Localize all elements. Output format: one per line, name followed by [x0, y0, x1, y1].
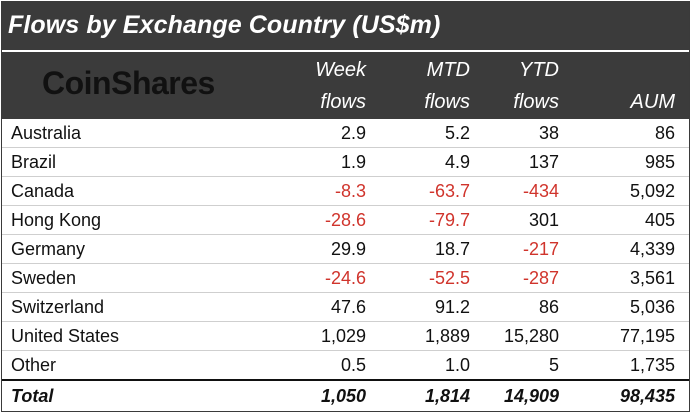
ytd-flow: -434: [522, 181, 559, 201]
ytd-flow: 86: [538, 297, 559, 317]
header-mtd-line2: flows: [424, 91, 470, 113]
total-mtd-flow: 1,814: [424, 386, 470, 406]
total-label: Total: [11, 386, 54, 406]
aum-value: 5,036: [629, 297, 675, 317]
country-name: Germany: [11, 239, 86, 259]
aum-value: 405: [644, 210, 675, 230]
table-row: United States 1,029 1,889 15,280 77,195: [2, 322, 689, 351]
mtd-flow: -63.7: [428, 181, 470, 201]
week-flow: 2.9: [340, 123, 366, 143]
week-flow: 29.9: [330, 239, 366, 259]
table-row: Sweden -24.6 -52.5 -287 3,561: [2, 264, 689, 293]
ytd-flow: 5: [548, 355, 559, 375]
header-mtd-line1: MTD: [426, 59, 470, 81]
country-name: Sweden: [11, 268, 77, 288]
aum-value: 1,735: [629, 355, 675, 375]
aum-value: 985: [644, 152, 675, 172]
header-week-line2: flows: [320, 91, 366, 113]
total-aum: 98,435: [619, 386, 675, 406]
title-bar: Flows by Exchange Country (US$m): [2, 2, 689, 52]
table-row: Brazil 1.9 4.9 137 985: [2, 148, 689, 177]
country-name: Brazil: [11, 152, 57, 172]
country-name: Switzerland: [11, 297, 105, 317]
table-row: Germany 29.9 18.7 -217 4,339: [2, 235, 689, 264]
header-aum: AUM: [630, 91, 675, 113]
week-flow: 47.6: [330, 297, 366, 317]
header-ytd-line1: YTD: [519, 59, 559, 81]
country-name: Canada: [11, 181, 75, 201]
table-title: Flows by Exchange Country (US$m): [8, 11, 441, 39]
aum-value: 77,195: [619, 326, 675, 346]
total-ytd-flow: 14,909: [503, 386, 559, 406]
table-row: Canada -8.3 -63.7 -434 5,092: [2, 177, 689, 206]
country-name: United States: [11, 326, 120, 346]
ytd-flow: 137: [528, 152, 559, 172]
mtd-flow: 4.9: [444, 152, 470, 172]
ytd-flow: 38: [538, 123, 559, 143]
table-row: Other 0.5 1.0 5 1,735: [2, 351, 689, 380]
mtd-flow: 91.2: [434, 297, 470, 317]
country-name: Australia: [11, 123, 82, 143]
total-week-flow: 1,050: [320, 386, 366, 406]
week-flow: 0.5: [340, 355, 366, 375]
ytd-flow: -287: [522, 268, 559, 288]
week-flow: 1.9: [340, 152, 366, 172]
column-header-bar: CoinShares Week flows MTD flows YTD flow…: [2, 52, 689, 119]
week-flow: -24.6: [324, 268, 366, 288]
mtd-flow: -79.7: [428, 210, 470, 230]
country-name: Other: [11, 355, 57, 375]
table-row: Switzerland 47.6 91.2 86 5,036: [2, 293, 689, 322]
ytd-flow: -217: [522, 239, 559, 259]
table-row: Hong Kong -28.6 -79.7 301 405: [2, 206, 689, 235]
week-flow: -8.3: [334, 181, 366, 201]
total-row: Total 1,050 1,814 14,909 98,435: [2, 379, 689, 411]
aum-value: 4,339: [629, 239, 675, 259]
header-ytd-line2: flows: [513, 91, 559, 113]
coinshares-logo: CoinShares: [42, 65, 215, 101]
country-name: Hong Kong: [11, 210, 102, 230]
ytd-flow: 15,280: [503, 326, 559, 346]
table-row: Australia 2.9 5.2 38 86: [2, 119, 689, 148]
aum-value: 3,561: [629, 268, 675, 288]
week-flow: 1,029: [320, 326, 366, 346]
mtd-flow: 18.7: [434, 239, 470, 259]
aum-value: 5,092: [629, 181, 675, 201]
week-flow: -28.6: [324, 210, 366, 230]
mtd-flow: 1,889: [424, 326, 470, 346]
header-week-line1: Week: [315, 59, 366, 81]
table-body: Australia 2.9 5.2 38 86 Brazil 1.9 4.9 1…: [2, 119, 689, 380]
mtd-flow: 1.0: [444, 355, 470, 375]
aum-value: 86: [654, 123, 675, 143]
mtd-flow: -52.5: [428, 268, 470, 288]
ytd-flow: 301: [528, 210, 559, 230]
mtd-flow: 5.2: [444, 123, 470, 143]
